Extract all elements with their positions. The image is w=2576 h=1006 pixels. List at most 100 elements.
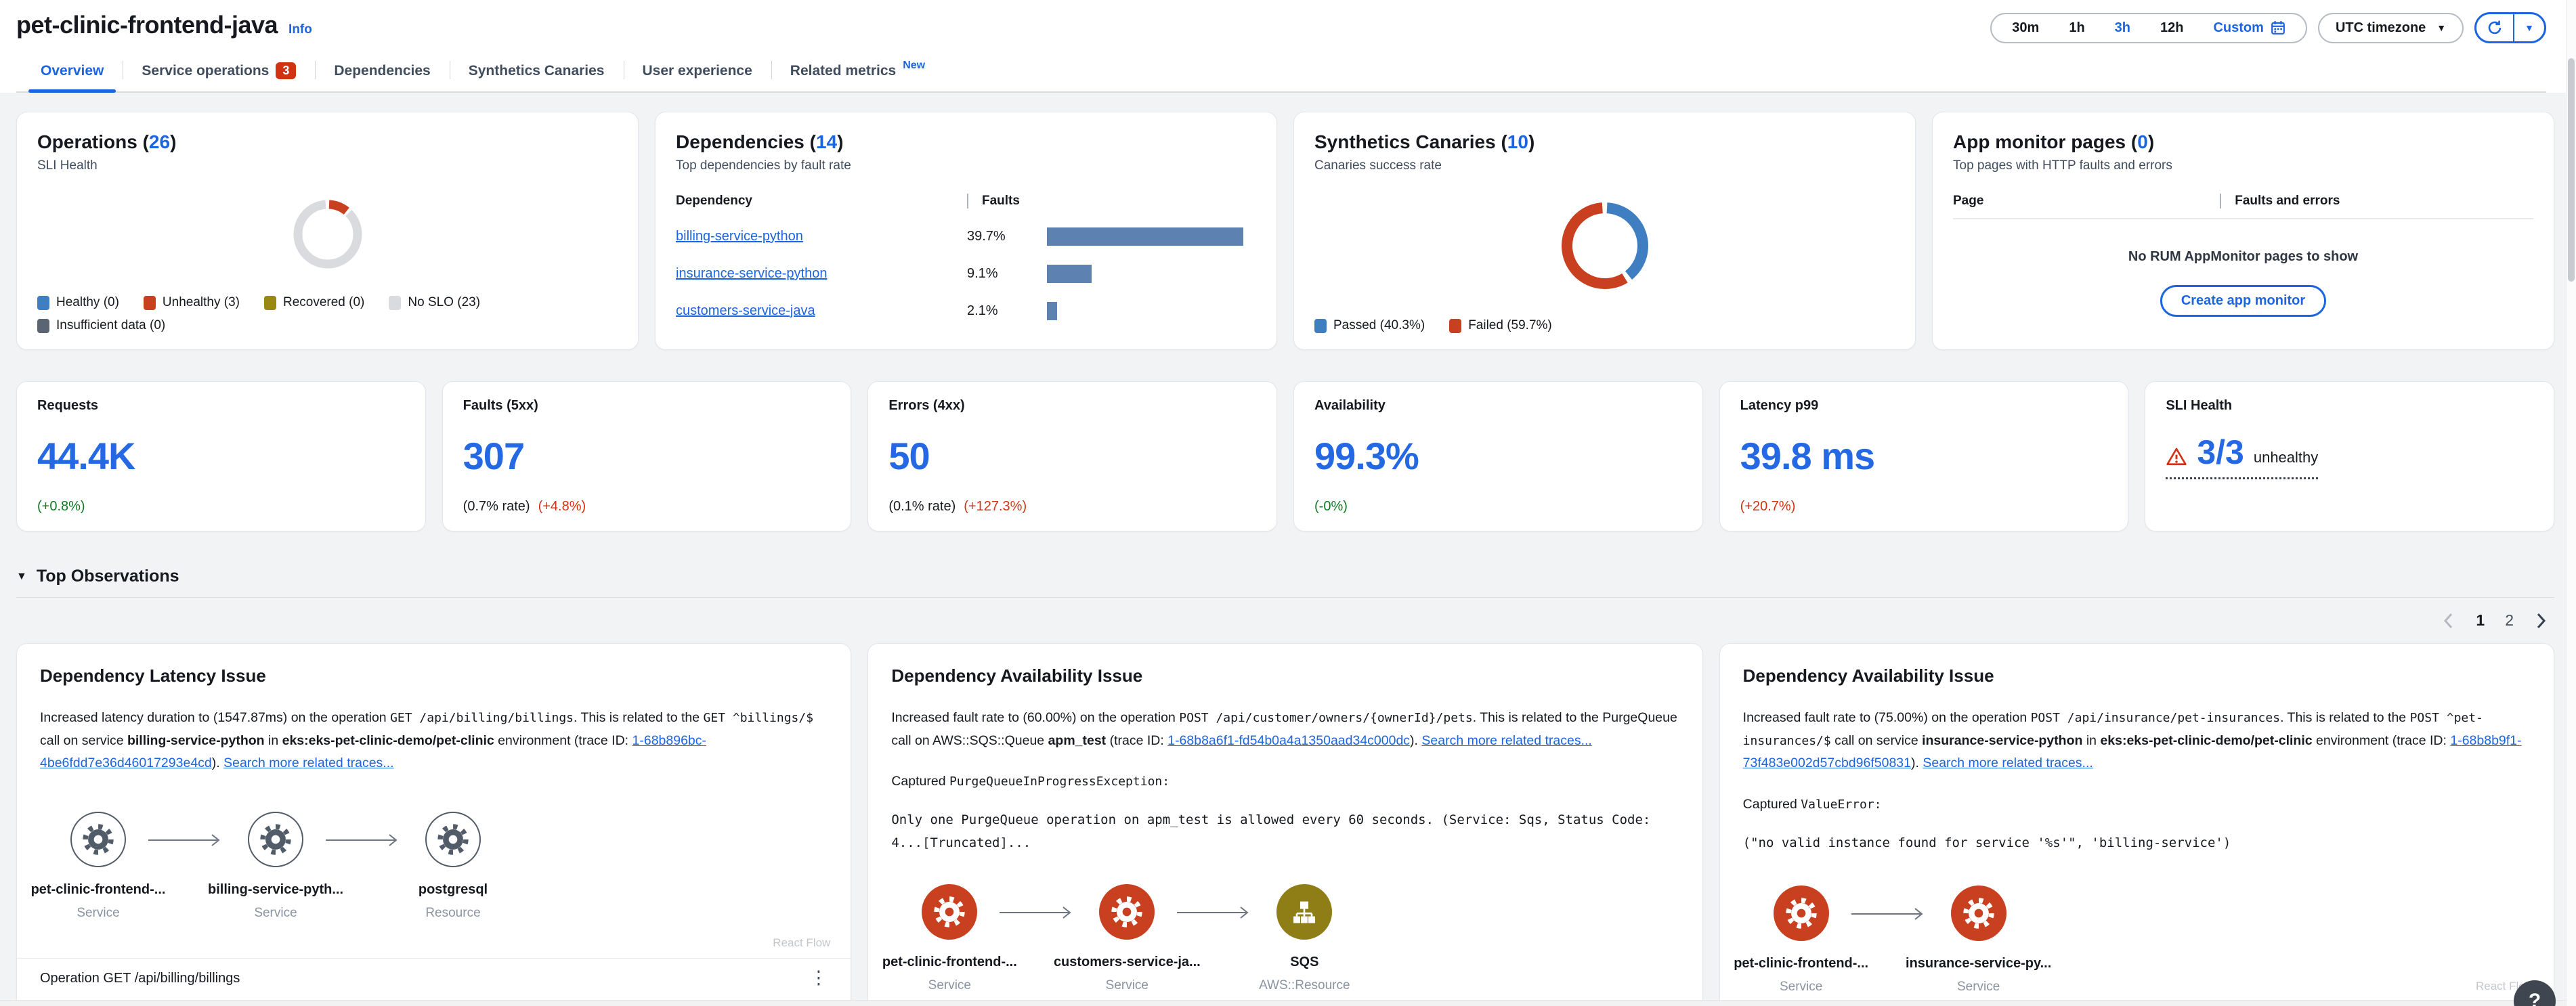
operations-donut-chart bbox=[293, 200, 362, 269]
metric-label: Latency p99 bbox=[1740, 398, 1819, 413]
refresh-button[interactable] bbox=[2476, 14, 2513, 41]
metric-delta: (-0%) bbox=[1314, 499, 1348, 514]
captured-exception-label: Captured PurgeQueueInProgressException: bbox=[891, 774, 1170, 789]
metric-label: SLI Health bbox=[2166, 398, 2233, 413]
previous-page-icon[interactable] bbox=[2442, 612, 2455, 630]
sqs-queue-node[interactable]: SQS AWS::Resource bbox=[1246, 884, 1362, 993]
service-node[interactable]: customers-service-ja... Service bbox=[1054, 884, 1201, 993]
metric-delta: (+0.8%) bbox=[37, 499, 85, 514]
dependencies-card: Dependencies (14) Top dependencies by fa… bbox=[655, 112, 1277, 350]
metric-rate: (0.1% rate) bbox=[888, 499, 956, 514]
page-number-2[interactable]: 2 bbox=[2505, 611, 2514, 629]
synthetics-canaries-card: Synthetics Canaries (10) Canaries succes… bbox=[1293, 112, 1916, 350]
dependencies-card-title: Dependencies (14) bbox=[676, 131, 844, 152]
table-row: insurance-service-python 9.1% bbox=[676, 265, 1256, 283]
service-map: pet-clinic-frontend-... Service insuranc… bbox=[1734, 885, 2531, 994]
kebab-menu-icon[interactable]: ⋮ bbox=[809, 967, 828, 988]
service-node[interactable]: pet-clinic-frontend-... Service bbox=[31, 811, 165, 921]
time-range-1h[interactable]: 1h bbox=[2069, 20, 2085, 35]
create-app-monitor-button[interactable]: Create app monitor bbox=[2160, 285, 2327, 317]
observation-title: Dependency Latency Issue bbox=[40, 665, 266, 686]
operations-legend: Healthy (0) Unhealthy (3) Recovered (0) … bbox=[37, 295, 618, 333]
legend-item: No SLO (23) bbox=[389, 295, 480, 310]
divider bbox=[16, 597, 2554, 598]
observation-title: Dependency Availability Issue bbox=[1742, 665, 1994, 686]
observation-card-availability-insurance: Dependency Availability Issue Increased … bbox=[1719, 643, 2554, 1006]
service-node[interactable]: billing-service-pyth... Service bbox=[208, 811, 343, 921]
warning-icon bbox=[2166, 447, 2187, 465]
observation-message: Increased latency duration to (1547.87ms… bbox=[40, 710, 814, 771]
page-number-1[interactable]: 1 bbox=[2476, 611, 2485, 629]
tab-synthetics-canaries[interactable]: Synthetics Canaries bbox=[449, 51, 624, 91]
tab-user-experience[interactable]: User experience bbox=[623, 51, 771, 91]
metric-value: 39.8 ms bbox=[1740, 435, 1875, 477]
collapse-caret-icon: ▼ bbox=[16, 570, 27, 582]
fault-rate-value: 9.1% bbox=[967, 266, 998, 281]
app-monitor-pages-card: App monitor pages (0) Top pages with HTT… bbox=[1932, 112, 2554, 350]
metric-label: Availability bbox=[1314, 398, 1386, 413]
trace-id-link[interactable]: 1-68b8b9f1-73f483e002d57cbd96f50831 bbox=[1742, 732, 2522, 771]
main-content: Operations (26) SLI Health Healthy (0) U… bbox=[0, 93, 2576, 1006]
legend-swatch bbox=[389, 295, 402, 310]
service-node[interactable]: pet-clinic-frontend-... Service bbox=[1734, 885, 1868, 994]
synthetics-card-title: Synthetics Canaries (10) bbox=[1314, 131, 1535, 152]
service-operations-count-badge: 3 bbox=[276, 62, 297, 79]
legend-swatch bbox=[263, 295, 276, 310]
metric-value: 44.4K bbox=[37, 435, 135, 477]
flow-arrow bbox=[148, 833, 220, 846]
horizontal-scrollbar[interactable] bbox=[0, 1000, 2566, 1006]
legend-item: Insufficient data (0) bbox=[37, 318, 165, 333]
time-range-12h[interactable]: 12h bbox=[2160, 20, 2184, 35]
refresh-options-button[interactable]: ▼ bbox=[2513, 14, 2544, 41]
legend-swatch bbox=[1449, 318, 1462, 333]
observation-message: Increased fault rate to (75.00%) on the … bbox=[1742, 710, 2522, 771]
app-monitor-table-header: Page Faults and errors bbox=[1953, 194, 2533, 209]
search-related-traces-link[interactable]: Search more related traces... bbox=[1421, 732, 1592, 748]
canaries-donut-chart bbox=[1561, 202, 1648, 289]
sli-health-status[interactable]: 3/3 unhealthy bbox=[2166, 435, 2319, 479]
service-node[interactable]: insurance-service-py... Service bbox=[1906, 885, 2051, 994]
search-related-traces-link[interactable]: Search more related traces... bbox=[1923, 756, 2093, 771]
metric-value: 307 bbox=[463, 435, 525, 477]
tab-bar: Overview Service operations 3 Dependencie… bbox=[16, 51, 2546, 93]
observation-title: Dependency Availability Issue bbox=[891, 665, 1143, 686]
fault-rate-value: 2.1% bbox=[967, 303, 998, 318]
dependencies-table-header: Dependency Faults bbox=[676, 194, 1256, 209]
info-link[interactable]: Info bbox=[288, 22, 312, 37]
trace-id-link[interactable]: 1-68b896bc-4be6fdd7e36d46017293e4cd bbox=[40, 732, 707, 771]
tab-related-metrics[interactable]: Related metrics New bbox=[771, 51, 944, 91]
timezone-dropdown[interactable]: UTC timezone ▼ bbox=[2317, 12, 2464, 43]
tab-overview[interactable]: Overview bbox=[22, 51, 123, 93]
next-page-icon[interactable] bbox=[2534, 612, 2548, 630]
flow-arrow bbox=[1851, 908, 1923, 920]
service-gear-icon bbox=[922, 884, 978, 940]
metric-label: Faults (5xx) bbox=[463, 398, 538, 413]
service-node[interactable]: pet-clinic-frontend-... Service bbox=[882, 884, 1017, 993]
observation-message: Increased fault rate to (60.00%) on the … bbox=[891, 710, 1677, 748]
time-controls: 30m 1h 3h 12h Custom UTC timezone ▼ ▼ bbox=[1990, 12, 2546, 43]
time-range-30m[interactable]: 30m bbox=[2012, 20, 2040, 35]
legend-item: Unhealthy (3) bbox=[143, 295, 240, 310]
operation-label: Operation GET /api/billing/billings bbox=[40, 971, 240, 986]
trace-id-link[interactable]: 1-68b8a6f1-fd54b0a4a1350aad34c000dc bbox=[1167, 732, 1411, 748]
calendar-icon bbox=[2271, 21, 2285, 35]
dependency-link[interactable]: insurance-service-python bbox=[676, 266, 828, 281]
tab-dependencies[interactable]: Dependencies bbox=[315, 51, 449, 91]
search-related-traces-link[interactable]: Search more related traces... bbox=[223, 756, 394, 771]
operations-card-subtitle: SLI Health bbox=[37, 158, 98, 173]
tab-service-operations[interactable]: Service operations 3 bbox=[123, 51, 315, 91]
resource-node[interactable]: postgresql Resource bbox=[395, 811, 511, 921]
latency-metric-card: Latency p99 39.8 ms (+20.7%) bbox=[1719, 381, 2129, 531]
faults-metric-card: Faults (5xx) 307 (0.7% rate) (+4.8%) bbox=[442, 381, 852, 531]
time-range-3h[interactable]: 3h bbox=[2114, 20, 2131, 35]
scrollbar-thumb[interactable] bbox=[2568, 58, 2575, 282]
exception-message: Only one PurgeQueue operation on apm_tes… bbox=[891, 812, 1651, 851]
requests-metric-card: Requests 44.4K (+0.8%) bbox=[16, 381, 426, 531]
custom-range-button[interactable]: Custom bbox=[2213, 20, 2285, 36]
dependency-link[interactable]: billing-service-python bbox=[676, 229, 803, 244]
service-gear-icon bbox=[1773, 885, 1829, 941]
errors-metric-card: Errors (4xx) 50 (0.1% rate) (+127.3%) bbox=[867, 381, 1277, 531]
service-gear-icon bbox=[1950, 885, 2006, 941]
top-observations-header[interactable]: ▼ Top Observations bbox=[16, 567, 2554, 586]
dependency-link[interactable]: customers-service-java bbox=[676, 303, 815, 318]
